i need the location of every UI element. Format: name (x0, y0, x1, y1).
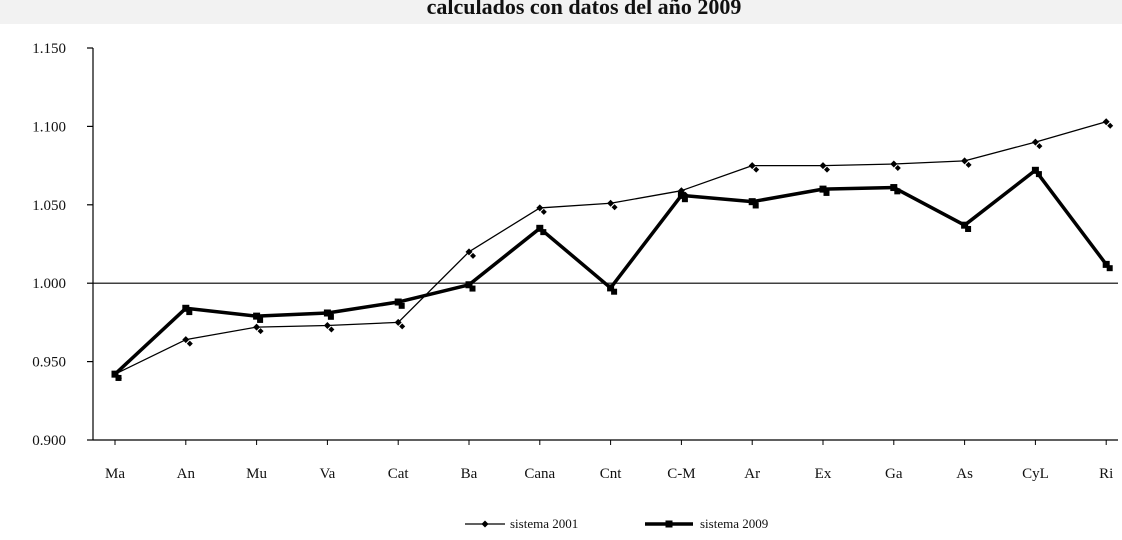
data-point-shadow-sistema-2001 (1107, 122, 1114, 129)
chart-title: calculados con datos del año 2009 (427, 0, 742, 19)
x-tick-label: Cat (388, 466, 410, 482)
data-point-sistema-2001 (1102, 118, 1110, 126)
data-point-sistema-2009 (182, 304, 190, 312)
data-point-shadow-sistema-2009 (681, 196, 688, 203)
data-point-sistema-2009 (1031, 166, 1039, 174)
data-point-shadow-sistema-2001 (257, 328, 264, 335)
y-tick-label: 0.950 (32, 355, 66, 371)
data-point-shadow-sistema-2001 (470, 252, 476, 259)
data-point-sistema-2009 (111, 370, 119, 378)
x-tick-label: C-M (667, 466, 695, 482)
y-tick-label: 1.050 (32, 198, 66, 214)
data-point-sistema-2001 (394, 318, 402, 326)
x-tick-label: As (956, 466, 973, 482)
x-tick-label: Ar (744, 466, 760, 482)
x-tick-label: CyL (1022, 466, 1049, 482)
data-point-sistema-2001 (1031, 138, 1039, 146)
data-point-sistema-2009 (394, 298, 402, 306)
data-point-sistema-2001 (607, 199, 615, 207)
y-tick-label: 1.000 (32, 276, 66, 292)
data-point-shadow-sistema-2001 (540, 208, 547, 215)
data-point-shadow-sistema-2009 (186, 309, 193, 316)
data-point-shadow-sistema-2009 (823, 189, 830, 196)
legend-label-2001: sistema 2001 (510, 516, 578, 531)
data-point-shadow-sistema-2009 (894, 188, 901, 195)
data-point-shadow-sistema-2001 (611, 204, 618, 211)
data-point-shadow-sistema-2001 (328, 326, 335, 333)
data-point-shadow-sistema-2009 (327, 313, 334, 320)
data-point-sistema-2009 (748, 198, 756, 206)
y-tick-label: 1.100 (32, 119, 66, 135)
data-point-sistema-2009 (323, 309, 331, 317)
data-point-shadow-sistema-2009 (469, 285, 476, 292)
legend-label-2009: sistema 2009 (700, 516, 768, 531)
data-point-shadow-sistema-2009 (257, 316, 264, 323)
x-tick-label: Cnt (600, 466, 623, 482)
data-point-sistema-2009 (465, 281, 473, 289)
data-point-sistema-2009 (677, 191, 685, 199)
data-point-shadow-sistema-2009 (611, 288, 618, 295)
data-point-shadow-sistema-2009 (965, 225, 972, 232)
x-ticks: Ma An Mu Va Cat Ba Cana Cnt C-M Ar Ex Ga As CyL Ri (105, 440, 1113, 482)
data-point-sistema-2001 (536, 204, 544, 212)
data-point-shadow-sistema-2009 (1035, 171, 1042, 178)
data-point-shadow-sistema-2001 (894, 165, 901, 172)
data-point-sistema-2009 (961, 221, 969, 229)
legend: sistema 2001 sistema 2009 (465, 516, 768, 531)
data-point-shadow-sistema-2009 (115, 374, 122, 381)
x-tick-label: Ma (105, 466, 125, 482)
data-point-sistema-2001 (323, 322, 331, 330)
data-point-sistema-2009 (890, 184, 898, 192)
data-point-shadow-sistema-2001 (186, 340, 193, 347)
data-point-sistema-2001 (253, 323, 261, 331)
x-tick-label: An (177, 466, 196, 482)
data-point-shadow-sistema-2009 (398, 302, 405, 309)
x-tick-label: Ex (815, 466, 832, 482)
x-tick-label: Mu (246, 466, 267, 482)
y-ticks: 1.150 1.100 1.050 1.000 0.950 0.900 (32, 41, 93, 449)
data-point-sistema-2001 (182, 336, 190, 344)
data-point-sistema-2009 (819, 185, 827, 193)
data-point-sistema-2001 (748, 162, 756, 170)
legend-marker-2001 (481, 520, 489, 528)
data-point-shadow-sistema-2001 (1036, 143, 1043, 150)
data-point-sistema-2001 (819, 162, 827, 170)
data-point-shadow-sistema-2001 (824, 166, 830, 173)
legend-marker-2009 (665, 520, 673, 528)
data-point-sistema-2009 (253, 312, 261, 320)
data-point-sistema-2001 (890, 160, 898, 168)
chart-background (0, 24, 1122, 540)
data-point-sistema-2009 (1102, 260, 1110, 268)
data-point-shadow-sistema-2001 (753, 166, 760, 173)
x-tick-label: Ri (1099, 466, 1113, 482)
x-tick-label: Cana (524, 466, 555, 482)
data-point-shadow-sistema-2009 (1106, 265, 1113, 272)
data-point-sistema-2009 (607, 284, 615, 292)
x-tick-label: Va (319, 466, 335, 482)
series-group (111, 118, 1114, 382)
y-tick-label: 1.150 (32, 41, 66, 57)
data-point-shadow-sistema-2009 (540, 229, 547, 236)
x-tick-label: Ga (885, 466, 903, 482)
data-point-shadow-sistema-2001 (965, 161, 972, 168)
y-tick-label: 0.900 (32, 433, 66, 449)
data-point-sistema-2009 (536, 224, 544, 232)
data-point-sistema-2001 (465, 248, 473, 256)
data-point-shadow-sistema-2009 (752, 202, 759, 209)
data-point-shadow-sistema-2001 (399, 323, 406, 330)
data-point-sistema-2001 (961, 157, 969, 165)
x-tick-label: Ba (461, 466, 478, 482)
